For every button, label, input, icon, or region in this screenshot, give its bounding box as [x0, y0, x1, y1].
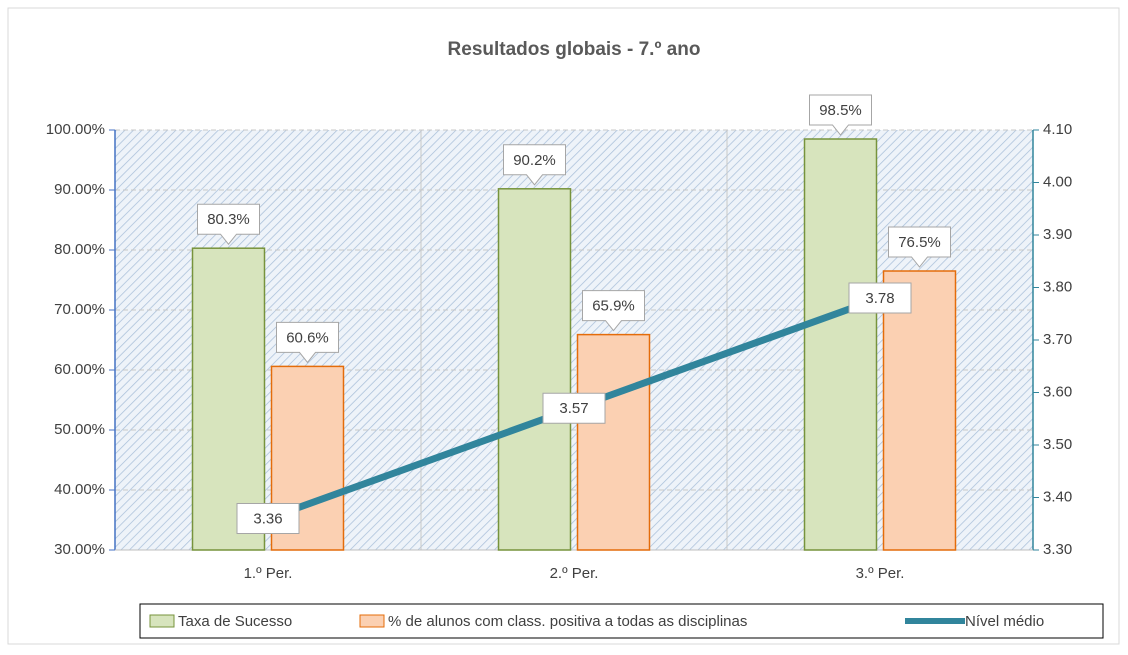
- x-tick-label: 2.º Per.: [550, 565, 599, 582]
- y2-tick-label: 3.70: [1043, 331, 1072, 348]
- data-label-box: [582, 290, 645, 332]
- legend-label: Taxa de Sucesso: [178, 613, 292, 630]
- bar: [576, 333, 651, 551]
- data-label: 3.78: [865, 290, 894, 307]
- data-label-box: [888, 226, 951, 268]
- data-label: 90.2%: [513, 152, 556, 169]
- data-label-box: [809, 94, 872, 136]
- data-label-box: [236, 503, 300, 534]
- bar: [497, 188, 572, 551]
- data-label-box: [848, 282, 912, 314]
- data-label-box: [276, 321, 339, 364]
- data-label: 3.57: [559, 400, 588, 417]
- plot-area: [115, 130, 1033, 550]
- legend-label: % de alunos com class. positiva a todas …: [388, 613, 747, 630]
- y-tick-label: 100.00%: [46, 121, 105, 138]
- y-tick-label: 30.00%: [54, 541, 105, 558]
- data-label-box: [503, 144, 566, 186]
- y2-tick-label: 4.00: [1043, 173, 1072, 190]
- data-label: 80.3%: [207, 211, 250, 228]
- legend-label: Nível médio: [965, 613, 1044, 630]
- x-tick-label: 1.º Per.: [244, 565, 293, 582]
- y-tick-label: 40.00%: [54, 481, 105, 498]
- data-label-box: [197, 203, 260, 246]
- chart-title: Resultados globais - 7.º ano: [448, 39, 701, 60]
- y2-tick-label: 3.50: [1043, 436, 1072, 453]
- data-label: 98.5%: [819, 102, 862, 119]
- y-tick-label: 50.00%: [54, 421, 105, 438]
- y2-tick-label: 3.80: [1043, 278, 1072, 295]
- y2-tick-label: 3.40: [1043, 488, 1072, 505]
- y-tick-label: 70.00%: [54, 301, 105, 318]
- y2-tick-label: 3.60: [1043, 383, 1072, 400]
- y2-tick-label: 3.30: [1043, 541, 1072, 558]
- y-tick-label: 60.00%: [54, 361, 105, 378]
- y-tick-label: 90.00%: [54, 181, 105, 198]
- legend-swatch: [359, 614, 385, 628]
- bar: [803, 138, 878, 551]
- bar: [191, 247, 266, 551]
- y2-tick-label: 4.10: [1043, 121, 1072, 138]
- bar: [882, 270, 957, 551]
- legend-swatch: [149, 614, 175, 628]
- x-tick-label: 3.º Per.: [856, 565, 905, 582]
- data-label: 60.6%: [286, 329, 329, 346]
- y-tick-label: 80.00%: [54, 241, 105, 258]
- data-label: 3.36: [253, 510, 282, 527]
- data-label-box: [542, 392, 606, 424]
- data-label: 76.5%: [898, 234, 941, 251]
- data-label: 65.9%: [592, 298, 635, 315]
- y2-tick-label: 3.90: [1043, 226, 1072, 243]
